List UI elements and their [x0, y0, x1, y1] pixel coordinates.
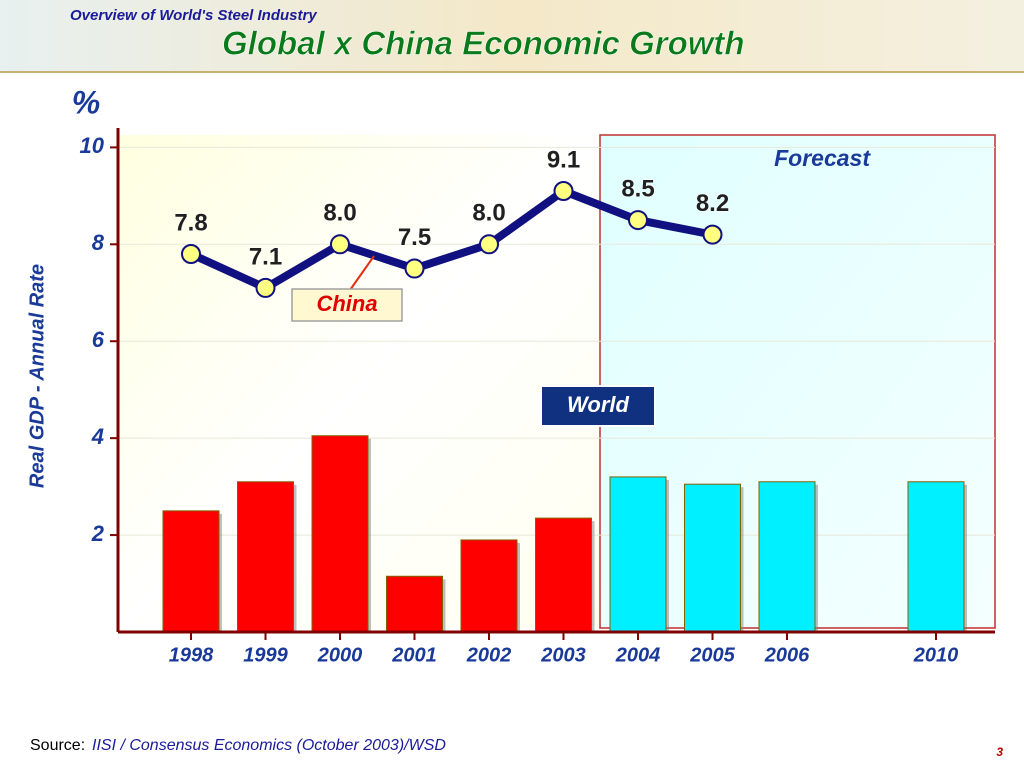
china-value-label: 7.5 — [398, 224, 431, 251]
china-marker — [702, 224, 723, 245]
world-legend-box — [540, 385, 656, 427]
header-title: Global x China Economic Growth — [222, 25, 745, 62]
y-tick-label: 6 — [92, 327, 105, 352]
china-marker — [181, 244, 201, 264]
bar — [535, 517, 592, 633]
china-value-label: 8.0 — [323, 200, 356, 227]
x-tick-label: 2001 — [391, 644, 437, 666]
china-marker — [404, 258, 425, 279]
header-subtitle: Overview of World's Steel Industry — [70, 7, 317, 24]
y-tick-label: 8 — [92, 230, 105, 255]
x-tick-label: 2010 — [913, 644, 959, 666]
bar — [386, 575, 443, 633]
china-line — [189, 187, 714, 292]
world-legend: World — [540, 385, 656, 427]
x-tick-label: 1999 — [243, 644, 288, 666]
y-tick-label: 10 — [80, 133, 105, 158]
china-marker — [330, 234, 350, 255]
bar — [907, 481, 965, 633]
china-value-label: 9.1 — [547, 146, 580, 173]
y-unit: % — [72, 84, 100, 120]
x-tick-label: 2004 — [615, 644, 661, 666]
china-value-label: 8.2 — [696, 190, 729, 217]
x-tick-label: 2003 — [540, 644, 586, 666]
bar — [609, 476, 667, 633]
china-value-label: 8.0 — [472, 200, 505, 227]
china-marker — [553, 181, 574, 201]
china-value-label: 7.8 — [174, 209, 207, 236]
china-marker — [628, 210, 648, 231]
china-legend: China — [291, 255, 403, 322]
bar — [237, 481, 294, 633]
china-value-label: 8.5 — [621, 175, 654, 202]
source: IISI / Consensus Economics (October 2003… — [92, 737, 446, 754]
forecast-label: Forecast — [774, 145, 871, 171]
bar — [311, 435, 369, 633]
x-tick-label: 2006 — [764, 644, 810, 666]
bar — [162, 510, 220, 633]
x-tick-label: 2002 — [466, 644, 512, 666]
china-legend-box — [291, 288, 403, 322]
bar — [460, 539, 518, 633]
y-tick-label: 4 — [91, 424, 104, 449]
china-marker — [255, 277, 276, 298]
x-tick-label: 2005 — [689, 644, 735, 666]
china-legend-label: China — [316, 291, 377, 316]
world-legend-label: World — [567, 392, 629, 417]
y-axis-label: Real GDP - Annual Rate — [26, 264, 48, 488]
bar — [758, 481, 816, 633]
china-pointer — [349, 255, 375, 291]
y-tick-label: 2 — [91, 521, 105, 546]
source-label: Source: — [30, 737, 85, 754]
x-tick-label: 2000 — [317, 644, 363, 666]
china-value-label: 7.1 — [249, 243, 282, 270]
header-band — [0, 0, 1024, 72]
bar — [684, 483, 741, 633]
page-number: 3 — [996, 745, 1003, 759]
x-tick-label: 1998 — [169, 644, 214, 666]
china-marker — [479, 234, 499, 255]
